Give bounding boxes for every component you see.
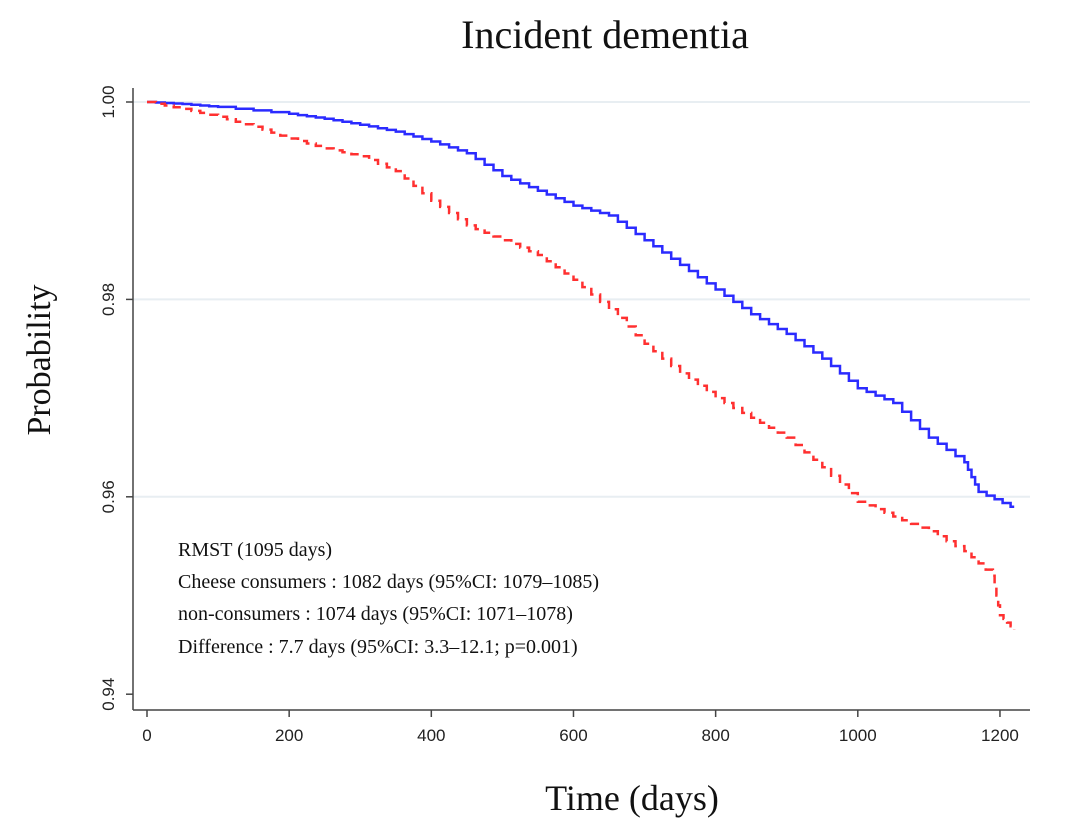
x-tick-label: 800	[701, 726, 729, 745]
y-tick-label: 0.94	[99, 678, 118, 711]
x-tick-label: 600	[559, 726, 587, 745]
annotation-line: RMST (1095 days)	[178, 539, 332, 561]
y-tick-label: 0.98	[99, 283, 118, 316]
series-line-cheese-consumers	[147, 100, 1015, 508]
x-tick-label: 0	[142, 726, 151, 745]
chart-title: Incident dementia	[461, 12, 749, 57]
annotation-line: Difference : 7.7 days (95%CI: 3.3–12.1; …	[178, 636, 578, 658]
rmst-annotation: RMST (1095 days) Cheese consumers : 1082…	[178, 539, 599, 658]
x-tick-label: 200	[275, 726, 303, 745]
annotation-line: non-consumers : 1074 days (95%CI: 1071–1…	[178, 603, 573, 625]
y-tick-label: 0.96	[99, 480, 118, 513]
series-line-non-consumers	[147, 100, 1016, 630]
x-tick-label: 400	[417, 726, 445, 745]
y-axis-label: Probability	[21, 284, 58, 435]
annotation-line: Cheese consumers : 1082 days (95%CI: 107…	[178, 571, 599, 593]
x-axis-label: Time (days)	[545, 778, 719, 818]
x-tick-label: 1000	[839, 726, 877, 745]
y-tick-label: 1.00	[99, 85, 118, 118]
x-tick-label: 1200	[981, 726, 1019, 745]
